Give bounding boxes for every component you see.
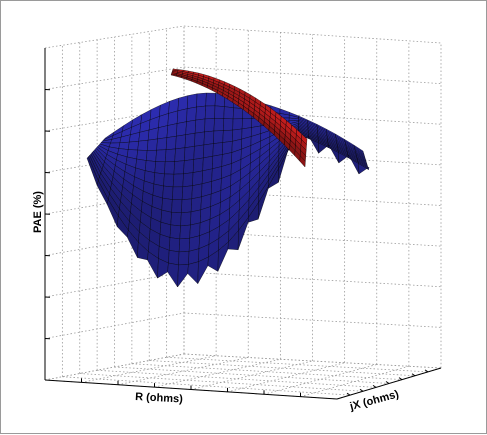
y-tick: [399, 378, 402, 380]
blue-surface-patch: [233, 119, 243, 130]
blue-surface-patch: [176, 122, 186, 137]
grid-line: [80, 374, 363, 392]
blue-surface-patch: [178, 251, 189, 265]
blue-surface-patch: [178, 264, 189, 287]
blue-surface-patch: [162, 198, 173, 212]
blue-surface-patch: [173, 174, 183, 187]
blue-surface-patch: [204, 131, 214, 145]
blue-surface-patch: [223, 119, 233, 131]
blue-surface-patch: [147, 139, 157, 151]
blue-surface-patch: [165, 149, 175, 162]
blue-surface-patch: [196, 106, 206, 120]
surface-group: [87, 69, 369, 287]
blue-surface-patch: [168, 250, 179, 265]
blue-surface-patch: [224, 107, 234, 119]
blue-surface-patch: [190, 210, 200, 225]
blue-surface-patch: [181, 212, 192, 226]
blue-surface-patch: [191, 197, 201, 212]
blue-surface-patch: [187, 107, 197, 122]
blue-surface-patch: [222, 141, 232, 154]
blue-surface-patch: [170, 225, 181, 239]
blue-surface-patch: [215, 106, 225, 119]
z-axis-label: PAE (%): [32, 191, 44, 233]
blue-surface-patch: [205, 118, 215, 131]
blue-surface-patch: [213, 143, 223, 157]
blue-surface-patch: [119, 142, 130, 149]
blue-surface-patch: [183, 173, 193, 187]
y-tick: [386, 382, 389, 384]
blue-surface-patch: [178, 96, 188, 111]
blue-surface-patch: [242, 119, 252, 129]
blue-surface-patch: [156, 150, 166, 162]
blue-surface-patch: [185, 133, 195, 148]
blue-surface-patch: [194, 145, 204, 160]
blue-surface-patch: [192, 171, 202, 186]
blue-surface-patch: [138, 140, 148, 150]
blue-surface-patch: [187, 94, 197, 109]
grid-line: [118, 358, 248, 385]
blue-surface-patch: [184, 159, 194, 173]
blue-surface-patch: [180, 225, 191, 239]
blue-surface-patch: [197, 93, 207, 107]
blue-surface-patch: [186, 120, 196, 135]
blue-surface-patch: [164, 174, 174, 187]
blue-surface-patch: [203, 156, 213, 171]
grid-line: [115, 367, 390, 384]
blue-surface-patch: [158, 126, 168, 139]
blue-surface-patch: [233, 108, 243, 119]
blue-surface-patch: [128, 141, 139, 150]
blue-surface-patch: [192, 184, 202, 199]
blue-surface-patch: [193, 158, 203, 173]
blue-surface-patch: [175, 148, 185, 162]
blue-surface-patch: [214, 118, 224, 131]
grid-line: [264, 365, 377, 395]
surface-series-blue: [87, 93, 369, 287]
blue-surface-patch: [179, 238, 190, 252]
blue-surface-patch: [182, 186, 192, 200]
blue-surface-patch: [172, 187, 183, 200]
x-axis-label: R (ohms): [135, 391, 184, 405]
blue-surface-patch: [213, 131, 223, 144]
grid-line: [97, 370, 376, 387]
blue-surface-patch: [146, 150, 156, 161]
blue-surface-patch: [194, 132, 204, 146]
blue-surface-patch: [184, 146, 194, 160]
y-axis-label: jX (ohms): [348, 388, 401, 413]
blue-surface-patch: [166, 136, 176, 150]
blue-surface-patch: [176, 135, 186, 149]
blue-surface-patch: [188, 262, 199, 284]
blue-surface-patch: [177, 109, 187, 124]
blue-surface-patch: [169, 238, 180, 252]
blue-surface-patch: [137, 150, 148, 160]
blue-surface-patch: [172, 200, 183, 213]
blue-surface-patch: [157, 138, 167, 151]
blue-surface-patch: [206, 93, 216, 106]
blue-surface-patch: [167, 124, 177, 138]
blue-surface-patch: [203, 144, 213, 158]
blue-surface-patch: [171, 212, 182, 226]
blue-surface-patch: [164, 162, 174, 175]
blue-surface-patch: [181, 199, 192, 213]
blue-surface-patch: [155, 162, 165, 174]
blue-surface-patch: [223, 130, 233, 142]
blue-surface-patch: [205, 106, 215, 119]
blue-surface-patch: [174, 161, 184, 175]
blue-surface-patch: [195, 119, 205, 133]
grid-line: [167, 357, 428, 372]
blue-surface-patch: [163, 186, 174, 200]
blue-surface-patch: [154, 173, 165, 186]
